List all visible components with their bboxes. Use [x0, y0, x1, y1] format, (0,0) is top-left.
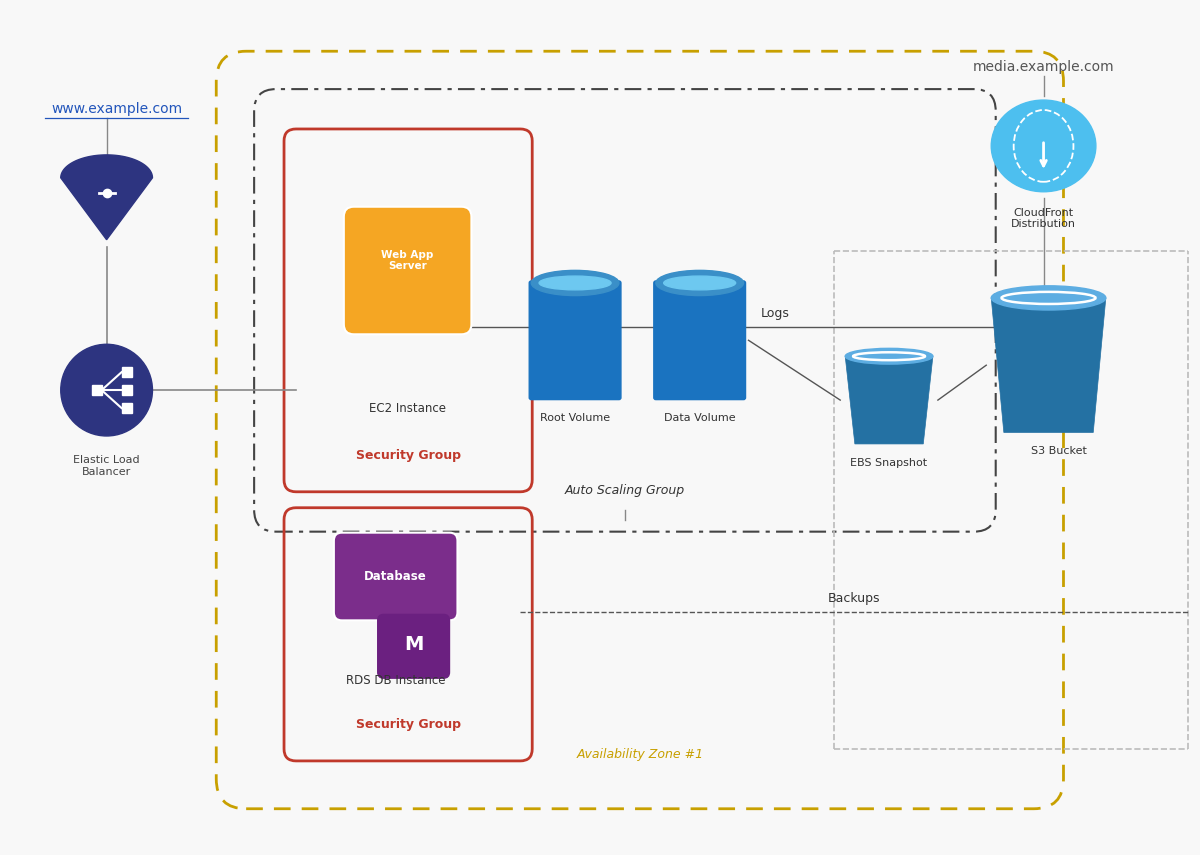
- Text: EBS Snapshot: EBS Snapshot: [851, 458, 928, 468]
- Text: EC2 Instance: EC2 Instance: [370, 402, 446, 415]
- Ellipse shape: [539, 276, 611, 290]
- Text: Web App
Server: Web App Server: [382, 250, 434, 271]
- FancyBboxPatch shape: [121, 385, 132, 395]
- Text: Auto Scaling Group: Auto Scaling Group: [565, 484, 685, 497]
- FancyBboxPatch shape: [91, 385, 102, 395]
- FancyBboxPatch shape: [334, 533, 457, 621]
- FancyBboxPatch shape: [121, 367, 132, 377]
- Text: Availability Zone #1: Availability Zone #1: [576, 748, 703, 761]
- Polygon shape: [991, 298, 1106, 433]
- Circle shape: [61, 345, 152, 436]
- Text: M: M: [404, 634, 424, 654]
- Text: Backups: Backups: [828, 593, 881, 605]
- FancyBboxPatch shape: [121, 403, 132, 413]
- Text: CloudFront
Distribution: CloudFront Distribution: [1012, 208, 1076, 229]
- FancyBboxPatch shape: [378, 615, 450, 678]
- Text: Security Group: Security Group: [355, 449, 461, 462]
- Polygon shape: [845, 357, 932, 444]
- Text: Security Group: Security Group: [355, 718, 461, 731]
- Ellipse shape: [656, 270, 744, 296]
- Text: S3 Bucket: S3 Bucket: [1031, 446, 1086, 457]
- Ellipse shape: [664, 276, 736, 290]
- Text: media.example.com: media.example.com: [973, 60, 1115, 74]
- Text: Elastic Load
Balancer: Elastic Load Balancer: [73, 455, 140, 476]
- Text: Logs: Logs: [761, 307, 790, 321]
- Text: Data Volume: Data Volume: [664, 413, 736, 422]
- Text: Root Volume: Root Volume: [540, 413, 610, 422]
- Ellipse shape: [532, 270, 619, 296]
- FancyBboxPatch shape: [529, 281, 620, 399]
- Ellipse shape: [845, 348, 932, 364]
- FancyBboxPatch shape: [344, 207, 472, 334]
- Text: www.example.com: www.example.com: [52, 102, 182, 116]
- Ellipse shape: [991, 286, 1106, 310]
- Text: RDS DB Instance: RDS DB Instance: [346, 674, 445, 687]
- Ellipse shape: [991, 100, 1096, 192]
- FancyBboxPatch shape: [654, 281, 745, 399]
- Text: Database: Database: [365, 570, 427, 583]
- Polygon shape: [61, 155, 152, 239]
